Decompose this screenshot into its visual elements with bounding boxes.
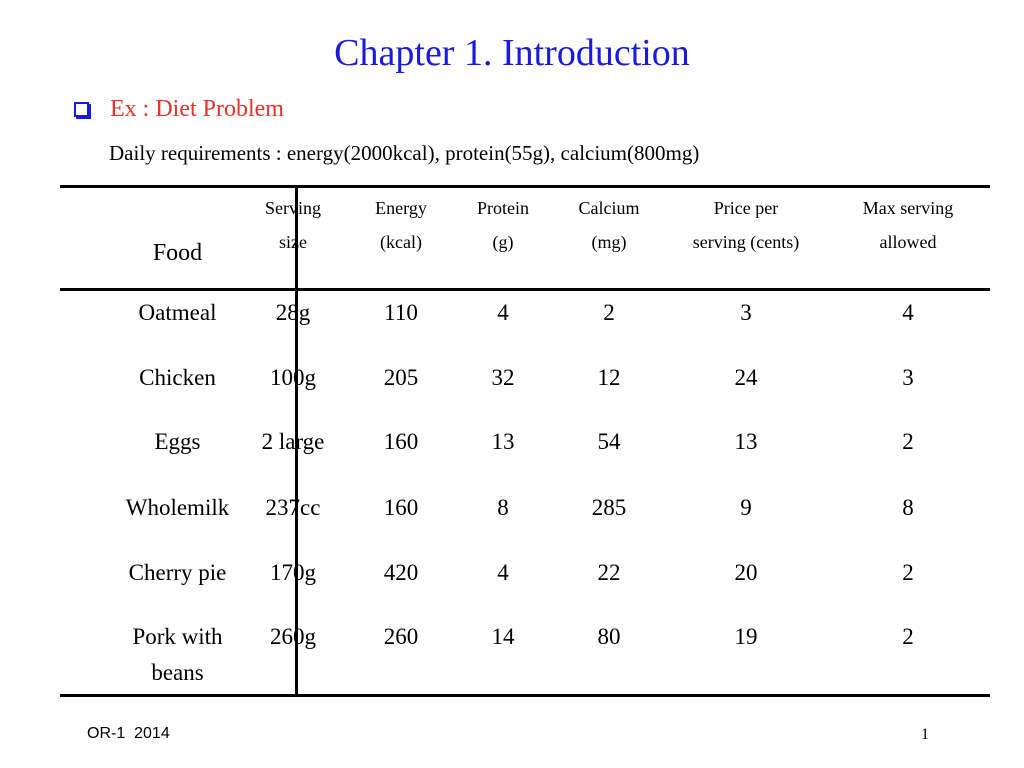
table-cell-serving-size: 260g xyxy=(270,624,316,649)
header-serving-size-line1: Serving xyxy=(265,198,321,218)
table-cell-energy: 205 xyxy=(383,365,419,390)
food-name-cell: Cherry pie xyxy=(128,560,227,585)
table-cell-energy: 260 xyxy=(383,624,419,649)
slide-title: Chapter 1. Introduction xyxy=(334,32,690,74)
table-cell-energy: 160 xyxy=(383,495,419,520)
header-max-serving-line1: Max serving xyxy=(862,198,954,218)
bullet-text: Ex : Diet Problem xyxy=(110,95,284,122)
hollow-square-bullet-icon xyxy=(74,102,89,117)
food-name-cell-line2: beans xyxy=(151,660,204,685)
footer-course-label: OR-1 2014 xyxy=(87,725,170,742)
header-max-serving-line2: allowed xyxy=(879,232,937,252)
food-column-header: Food xyxy=(152,240,203,266)
table-cell-max-serving: 4 xyxy=(902,300,914,325)
table-cell-serving-size: 2 large xyxy=(261,429,325,454)
table-cell-calcium: 12 xyxy=(597,365,621,390)
table-cell-calcium: 80 xyxy=(597,624,621,649)
diet-table: Food Serving size Energy (kcal) Protein (g) Ca… xyxy=(60,185,990,697)
table-cell-max-serving: 2 xyxy=(902,560,914,585)
header-protein-line2: (g) xyxy=(492,232,514,252)
table-cell-energy: 110 xyxy=(384,300,418,325)
header-price-per-serving-line1: Price per xyxy=(713,198,779,218)
table-cell-protein: 4 xyxy=(497,300,509,325)
table-cell-max-serving: 3 xyxy=(902,365,914,390)
table-cell-protein: 8 xyxy=(497,495,509,520)
bullet-item: Ex : Diet Problem xyxy=(74,94,284,124)
table-cell-max-serving: 2 xyxy=(902,429,914,454)
table-cell-serving-size: 170g xyxy=(270,560,316,585)
header-calcium-line2: (mg) xyxy=(591,232,627,252)
header-energy-line1: Energy xyxy=(375,198,427,218)
table-cell-energy: 420 xyxy=(383,560,419,585)
table-cell-protein: 32 xyxy=(491,365,515,390)
table-cell-price-per-serving: 3 xyxy=(740,300,752,325)
food-name-cell: Eggs xyxy=(154,429,201,454)
table-cell-calcium: 22 xyxy=(597,560,621,585)
food-name-cell: Pork with xyxy=(132,624,223,649)
daily-requirements-text: Daily requirements : energy(2000kcal), p… xyxy=(109,141,700,165)
header-protein-line1: Protein xyxy=(477,198,529,218)
header-calcium-line1: Calcium xyxy=(578,198,640,218)
table-cell-calcium: 54 xyxy=(597,429,621,454)
table-cell-max-serving: 8 xyxy=(902,495,914,520)
table-cell-price-per-serving: 13 xyxy=(734,429,758,454)
table-top-rule xyxy=(60,185,990,188)
table-cell-protein: 13 xyxy=(491,429,515,454)
food-name-cell: Oatmeal xyxy=(138,300,217,325)
header-energy-line2: (kcal) xyxy=(380,232,422,252)
table-cell-serving-size: 100g xyxy=(270,365,316,390)
table-cell-calcium: 285 xyxy=(591,495,627,520)
table-cell-serving-size: 28g xyxy=(275,300,311,325)
table-cell-price-per-serving: 24 xyxy=(734,365,758,390)
page-number: 1 xyxy=(921,726,929,743)
table-header-rule xyxy=(60,288,990,291)
table-cell-price-per-serving: 19 xyxy=(734,624,758,649)
header-serving-size-line2: size xyxy=(279,232,307,252)
table-cell-max-serving: 2 xyxy=(902,624,914,649)
table-bottom-rule xyxy=(60,694,990,697)
header-price-per-serving-line2: serving (cents) xyxy=(692,232,800,252)
table-cell-serving-size: 237cc xyxy=(265,495,321,520)
table-cell-calcium: 2 xyxy=(603,300,615,325)
table-cell-protein: 4 xyxy=(497,560,509,585)
table-cell-energy: 160 xyxy=(383,429,419,454)
table-column-rule xyxy=(295,185,298,697)
table-cell-price-per-serving: 9 xyxy=(740,495,752,520)
table-cell-protein: 14 xyxy=(491,624,515,649)
food-name-cell: Wholemilk xyxy=(125,495,230,520)
table-cell-price-per-serving: 20 xyxy=(734,560,758,585)
food-name-cell: Chicken xyxy=(139,365,216,390)
